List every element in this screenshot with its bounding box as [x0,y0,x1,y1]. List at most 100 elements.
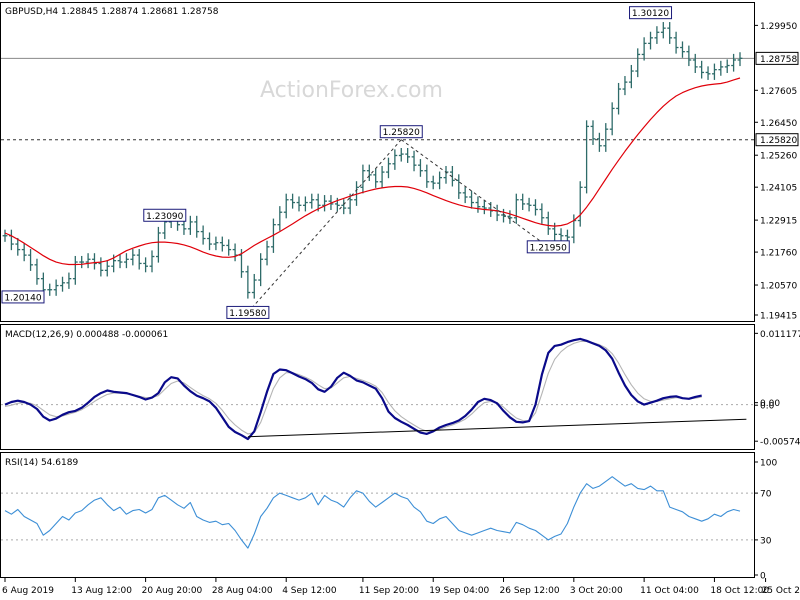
price-tag: 1.25820 [755,133,799,147]
indicator-series [4,77,741,549]
y-tick-label: 70 [760,490,772,500]
price-bar [609,102,615,136]
price-bar [47,283,53,296]
price-label: 1.21950 [526,240,570,254]
price-bar [85,253,91,269]
price-bar [635,48,641,78]
price-tag-box [755,133,799,147]
y-tick-label: 0 [760,572,766,582]
price-bar [366,164,372,181]
x-tick-label: 11 Sep 20:00 [359,586,419,596]
price-bar [641,37,647,61]
macd-panel-title: MACD(12,26,9) 0.000488 -0.000061 [5,330,168,340]
y-tick-label: 1.27605 [760,87,797,97]
price-bar [616,82,621,115]
rsi-line [4,476,741,549]
price-bar [590,120,596,145]
price-label-box [526,240,570,254]
price-label: 1.20140 [1,290,45,304]
x-tick-label: 25 Oct 20:00 [762,586,800,596]
price-bar [424,164,430,188]
watermark: ActionForex.com [260,78,443,103]
macd-trendline [247,418,747,438]
price-bar [245,265,251,299]
price-bar [219,236,225,252]
price-label: 1.19580 [226,305,270,319]
price-label-text: 1.19580 [229,309,266,319]
price-tag-text: 1.28758 [760,55,797,65]
price-label-text: 1.21950 [530,243,567,253]
price-bar [584,120,590,194]
x-tick-label: 28 Aug 04:00 [212,586,273,596]
price-trendline [247,139,402,313]
price-bar [462,186,468,204]
price-bar [680,41,685,58]
price-bar [648,31,653,50]
price-bar [398,148,404,162]
price-bar [724,59,730,73]
price-bar [2,229,8,242]
price-bar [513,193,519,224]
y-tick-label: 0.0 [760,402,775,412]
price-bar [290,193,296,209]
price-bar [475,196,481,213]
price-bar [322,195,327,212]
price-bar [603,123,609,152]
price-bar [705,66,711,80]
price-bar [545,211,551,235]
price-bar [200,225,206,245]
price-bar [277,206,283,231]
level-lines [1,57,754,541]
price-bar [628,64,634,89]
rsi-panel-title: RSI(14) 54.6189 [5,458,78,468]
macd-line [4,337,702,441]
price-bar [660,22,666,39]
x-tick-label: 4 Sep 12:00 [282,586,337,596]
price-label: 1.30120 [629,6,673,19]
price-bar [79,255,85,269]
price-label-box [143,208,187,222]
price-tag: 1.28758 [755,51,799,65]
price-bar [341,199,347,215]
x-tick-label: 11 Oct 04:00 [640,586,699,596]
price-bar [251,273,257,299]
price-bar [354,181,359,206]
price-bar [373,168,379,188]
price-trendline [400,139,549,248]
price-bar [226,239,232,256]
macd-panel-frame [0,324,755,450]
price-bar [430,175,436,190]
price-bar [699,60,705,79]
price-bar [596,132,602,152]
price-bar [53,279,59,296]
price-label-box [226,305,270,319]
price-bar [302,196,308,212]
price-bar [692,53,698,73]
price-label-box [1,290,45,304]
x-axis-labels: 6 Aug 2019 13 Aug 12:00 20 Aug 20:00 28 Aug… [2,578,800,596]
y-tick-label: 1.29950 [760,22,797,32]
price-bar [258,253,264,287]
y-tick-label: 100 [760,459,777,469]
price-bar [507,210,513,224]
y-tick-label: -0.005746 [760,438,800,448]
price-bar [28,249,33,271]
price-bar [187,215,193,235]
price-bar [347,193,353,215]
price-bar [60,276,65,292]
y-tick-label: 0.00 [760,399,780,409]
price-panel-title: GBPUSD,H4 1.28845 1.28874 1.28681 1.2875… [5,7,219,17]
price-tag-box [755,51,799,65]
price-bar [533,199,538,216]
y-tick-label: 1.22915 [760,217,797,227]
price-bar [213,236,219,251]
price-bar [405,148,411,163]
trendlines [247,139,747,438]
price-label-text: 1.25820 [383,128,420,138]
rsi-panel-frame [0,452,755,578]
moving-average-line [4,77,741,266]
price-bar [469,190,474,209]
price-label-text: 1.30120 [632,9,669,19]
price-bar [418,159,423,177]
